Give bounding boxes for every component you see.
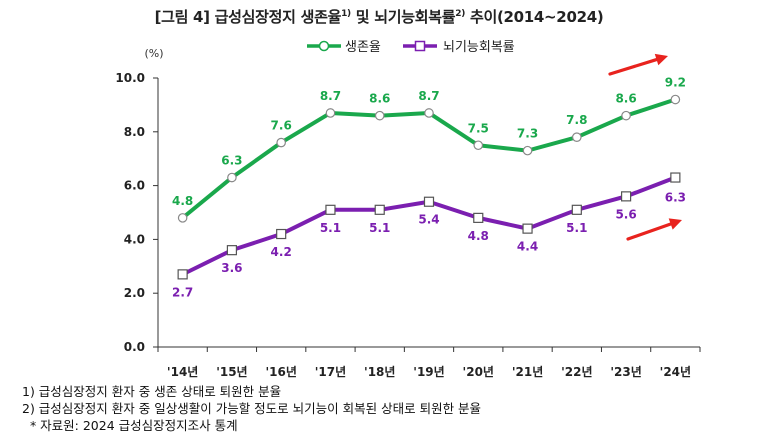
x-tick-label: '14년	[167, 365, 198, 379]
footnote-2: 2) 급성심장정지 환자 중 일상생활이 가능할 정도로 뇌기능이 회복된 상태…	[22, 401, 482, 416]
chart-title-mid: 및 뇌기능회복률	[350, 8, 456, 26]
data-label: 3.6	[221, 261, 242, 275]
y-tick-label: 2.0	[124, 286, 145, 300]
x-tick-label: '23년	[610, 365, 641, 379]
chart-title-end: 추이(2014~2024)	[465, 8, 604, 26]
data-point	[522, 223, 533, 234]
data-label: 7.3	[517, 127, 538, 141]
trend-arrows	[608, 53, 682, 241]
data-point	[670, 94, 681, 105]
x-tick-label: '16년	[265, 365, 296, 379]
data-label: 5.1	[566, 221, 587, 235]
title-footnote-mark-2: 2)	[455, 9, 466, 19]
data-label: 7.6	[271, 119, 292, 133]
legend-item: 생존율	[307, 40, 381, 55]
source-note: * 자료원: 2024 급성심장정지조사 통계	[22, 418, 238, 433]
series-group: 4.8 6.3 7.6 8.7 8.6 8.7 7.5 7.3 7.8 8.6 9.2 2.7 3.6 4…	[172, 76, 686, 300]
data-point	[177, 269, 188, 280]
y-tick-label: 6.0	[124, 179, 145, 193]
y-tick-label: 0.0	[124, 340, 145, 354]
series-survival-rate: 4.8 6.3 7.6 8.7 8.6 8.7 7.5 7.3 7.8 8.6 9.2	[172, 76, 686, 223]
data-point	[177, 213, 188, 223]
data-point	[572, 132, 582, 142]
data-label: 5.1	[369, 221, 390, 235]
title-footnote-mark-1: 1)	[341, 9, 351, 19]
data-label: 6.3	[665, 191, 686, 205]
data-label: 4.8	[172, 194, 193, 208]
x-tick-label: '17년	[315, 365, 346, 379]
axes: 0.0 2.0 4.0 6.0 8.0 10.0 (%) '14년 '15년 '16년 '17년 '1…	[115, 47, 701, 379]
data-point	[423, 196, 435, 207]
data-point	[276, 228, 287, 240]
x-tick-label: '21년	[512, 365, 543, 379]
data-point	[227, 172, 237, 183]
footnote-1: 1) 급성심장정지 환자 중 생존 상태로 퇴원한 분율	[22, 384, 282, 399]
x-tick-label: '15년	[216, 365, 247, 379]
chart-title-main: [그림 4] 급성심장정지 생존율	[154, 8, 342, 26]
x-tick-label: '24년	[660, 365, 691, 379]
data-point	[424, 108, 434, 118]
data-point	[226, 245, 238, 256]
trend-arrow-brain	[626, 218, 682, 241]
data-label: 6.3	[221, 154, 242, 168]
data-point	[325, 108, 336, 118]
data-point	[374, 204, 385, 215]
legend-marker-square	[414, 40, 426, 52]
legend-label: 뇌기능회복률	[443, 40, 515, 55]
arrow-shaft	[608, 57, 659, 76]
footnotes: 1) 급성심장정지 환자 중 생존 상태로 퇴원한 분율 2) 급성심장정지 환…	[22, 383, 481, 434]
data-label: 8.6	[615, 92, 636, 106]
y-unit-label: (%)	[144, 47, 163, 60]
data-label: 8.7	[320, 89, 341, 103]
data-point	[522, 145, 533, 156]
trend-arrow-survival	[608, 53, 668, 76]
data-label: 7.5	[468, 121, 489, 135]
data-point	[620, 191, 632, 202]
arrow-head	[668, 218, 682, 230]
data-label: 4.8	[468, 229, 489, 243]
data-point	[473, 212, 484, 223]
x-tick-label: '18년	[364, 365, 395, 379]
chart-title: [그림 4] 급성심장정지 생존율1) 및 뇌기능회복률2) 추이(2014~2…	[0, 6, 758, 27]
legend-marker-circle	[318, 40, 330, 52]
arrow-shaft	[626, 222, 673, 241]
data-point	[621, 110, 631, 121]
data-label: 8.7	[418, 89, 439, 103]
data-label: 4.4	[517, 240, 538, 254]
y-tick-label: 10.0	[115, 71, 145, 85]
data-label: 7.8	[566, 113, 587, 127]
y-tick-label: 8.0	[124, 125, 145, 139]
data-point	[276, 137, 286, 148]
data-label: 9.2	[665, 76, 686, 90]
data-label: 8.6	[369, 92, 390, 106]
data-point	[473, 140, 484, 151]
data-label: 5.6	[615, 207, 636, 221]
data-point	[571, 204, 582, 215]
data-point	[325, 204, 336, 215]
legend: 생존율 뇌기능회복률	[307, 40, 515, 55]
data-label: 4.2	[271, 245, 292, 259]
data-point	[374, 110, 385, 121]
arrow-head	[654, 53, 668, 66]
x-tick-label: '20년	[463, 365, 494, 379]
legend-label: 생존율	[345, 40, 381, 55]
x-tick-label: '22년	[561, 365, 592, 379]
data-label: 5.4	[418, 213, 439, 227]
series-brain-recovery-rate: 2.7 3.6 4.2 5.1 5.1 5.4 4.8 4.4 5.1 5.6 6.3	[172, 172, 686, 299]
data-point	[670, 172, 681, 183]
data-label: 5.1	[320, 221, 341, 235]
legend-item: 뇌기능회복률	[403, 40, 515, 55]
y-tick-label: 4.0	[124, 232, 145, 246]
x-tick-label: '19년	[413, 365, 444, 379]
data-label: 2.7	[172, 285, 193, 299]
